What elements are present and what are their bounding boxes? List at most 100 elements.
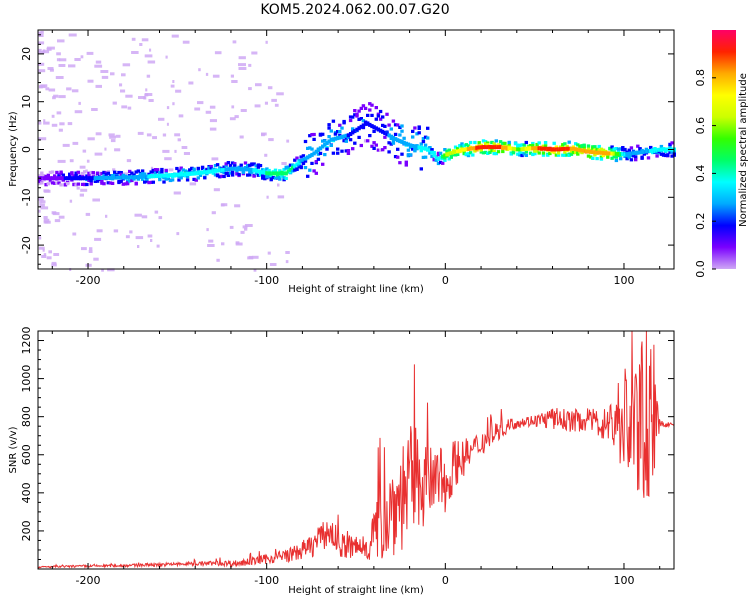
speckle-cell xyxy=(56,52,61,56)
ridge-cell xyxy=(393,155,398,159)
speckle-cell xyxy=(232,40,237,44)
ridge-core-cell xyxy=(644,149,649,154)
ridge-core-cell xyxy=(155,174,160,178)
ridge-cell xyxy=(310,147,314,151)
ridge-cell xyxy=(185,178,190,182)
ridge-cell xyxy=(205,167,209,171)
ridge-cell xyxy=(638,147,642,151)
ridge-core-cell xyxy=(318,146,323,151)
ridge-core-cell xyxy=(655,148,659,153)
ridge-cell xyxy=(453,153,458,157)
ridge-cell xyxy=(74,183,78,187)
y-tick-label: 10 xyxy=(20,95,33,109)
ridge-cell xyxy=(308,134,312,138)
ridge-core-cell xyxy=(312,151,316,156)
ridge-core-cell xyxy=(342,134,346,139)
ridge-cell xyxy=(68,174,72,178)
ridge-cell xyxy=(113,170,117,174)
speckle-cell xyxy=(158,117,165,121)
ridge-cell xyxy=(582,147,586,151)
ridge-cell xyxy=(636,144,640,148)
speckle-cell xyxy=(144,54,153,58)
ridge-cell xyxy=(400,124,404,128)
speckle-cell xyxy=(162,133,167,137)
ridge-core-cell xyxy=(284,171,288,176)
ridge-core-cell xyxy=(355,127,359,132)
speckle-cell xyxy=(234,204,241,208)
speckle-cell xyxy=(58,64,66,67)
speckle-cell xyxy=(122,63,131,67)
ridge-core-cell xyxy=(140,174,145,179)
ridge-cell xyxy=(531,143,535,147)
ridge-core-cell xyxy=(78,176,83,181)
ridge-cell xyxy=(55,181,59,185)
speckle-cell xyxy=(114,148,121,152)
ridge-cell xyxy=(576,152,580,156)
ridge-cell xyxy=(387,123,391,127)
ridge-cell xyxy=(74,171,78,175)
ridge-cell xyxy=(634,158,638,162)
snr-y-label: SNR (v/v) xyxy=(8,426,19,473)
ridge-core-cell xyxy=(286,169,291,174)
ridge-core-cell xyxy=(63,176,68,181)
ridge-cell xyxy=(256,165,261,169)
ridge-cell xyxy=(136,169,140,173)
speckle-cell xyxy=(93,257,99,261)
speckle-cell xyxy=(146,133,152,137)
ridge-core-cell xyxy=(385,132,389,137)
ridge-core-cell xyxy=(263,170,267,175)
ridge-cell xyxy=(128,179,132,183)
speckle-cell xyxy=(264,153,268,157)
ridge-cell xyxy=(524,150,528,154)
ridge-cell xyxy=(48,170,53,174)
ridge-core-cell xyxy=(147,174,151,179)
speckle-cell xyxy=(74,58,81,61)
speckle-cell xyxy=(94,152,103,156)
speckle-cell xyxy=(95,84,102,88)
ridge-cell xyxy=(466,144,471,148)
ridge-core-cell xyxy=(387,133,391,138)
ridge-cell xyxy=(387,141,391,145)
speckle-cell xyxy=(47,67,54,70)
speckle-cell xyxy=(43,121,50,125)
ridge-core-cell xyxy=(426,147,430,152)
ridge-cell xyxy=(306,174,310,178)
speckle-cell xyxy=(213,188,220,192)
ridge-core-cell xyxy=(297,160,301,165)
speckle-cell xyxy=(286,139,290,143)
ridge-cell xyxy=(140,172,145,176)
speckle-cell xyxy=(43,189,50,193)
ridge-cell xyxy=(108,181,113,185)
ridge-cell xyxy=(531,152,535,157)
ridge-core-cell xyxy=(569,146,574,151)
ridge-cell xyxy=(404,160,408,164)
ridge-cell xyxy=(297,163,301,167)
ridge-core-cell xyxy=(473,146,477,151)
ridge-cell xyxy=(554,153,559,157)
ridge-cell xyxy=(629,154,634,158)
ridge-core-cell xyxy=(406,142,411,147)
ridge-cell xyxy=(456,152,460,156)
ridge-cell xyxy=(627,155,631,159)
speckle-cell xyxy=(125,235,130,239)
ridge-cell xyxy=(327,135,331,139)
ridge-cell xyxy=(346,151,351,155)
ridge-core-cell xyxy=(166,173,170,178)
ridge-core-cell xyxy=(520,147,524,152)
ridge-core-cell xyxy=(597,150,601,155)
ridge-cell xyxy=(391,119,396,123)
ridge-cell xyxy=(143,172,147,176)
ridge-cell xyxy=(419,167,423,171)
ridge-cell xyxy=(158,178,162,182)
ridge-cell xyxy=(284,176,288,180)
speckle-cell xyxy=(51,114,55,118)
ridge-cell xyxy=(136,177,140,181)
ridge-cell xyxy=(494,139,498,143)
ridge-cell xyxy=(158,171,162,175)
ridge-core-cell xyxy=(149,174,153,179)
ridge-cell xyxy=(68,172,72,176)
ridge-core-cell xyxy=(162,173,166,178)
speckle-cell xyxy=(101,75,109,79)
ridge-core-cell xyxy=(533,146,537,151)
